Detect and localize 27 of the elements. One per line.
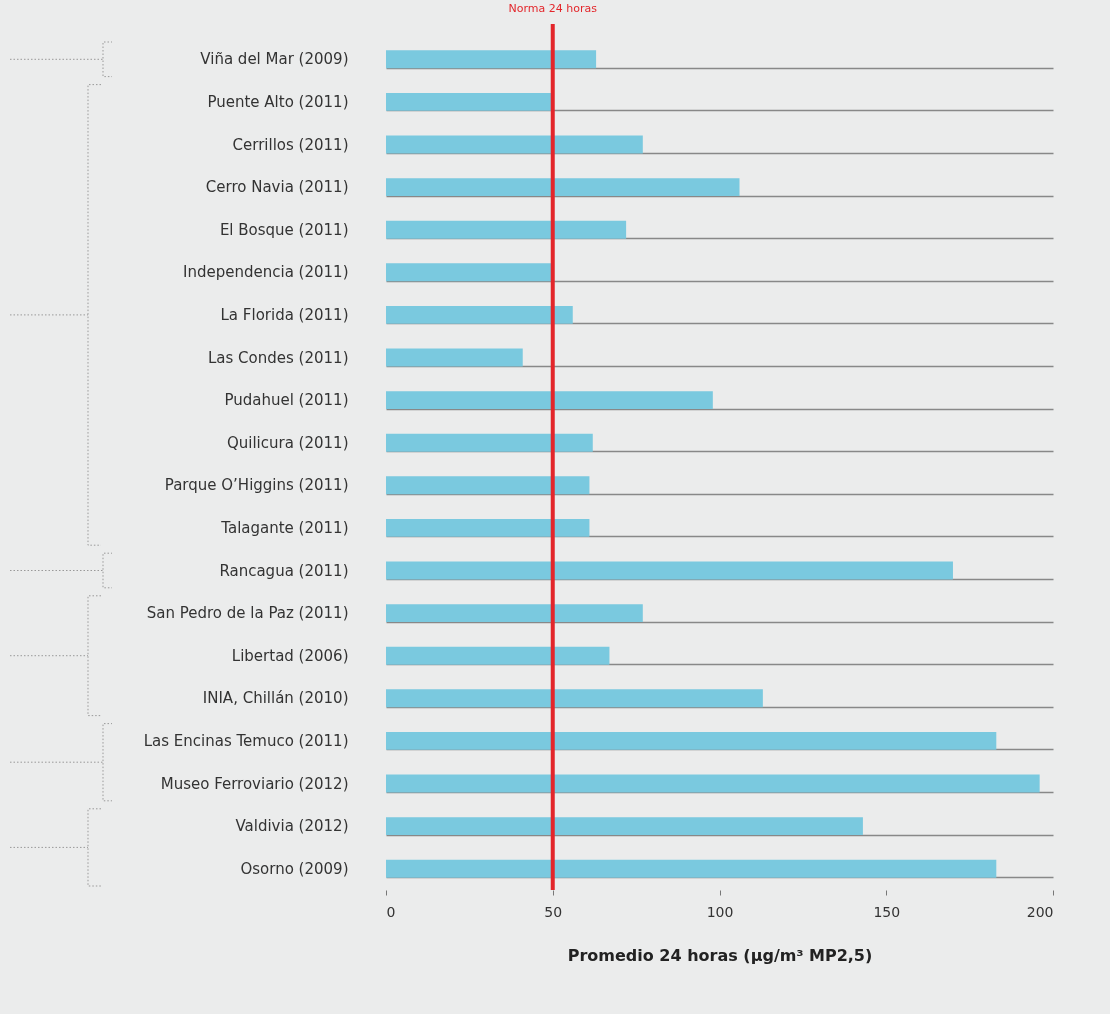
x-axis-title: Promedio 24 horas (µg/m³ MP2,5) [567, 945, 873, 965]
y-tick-label: San Pedro de la Paz (2011) [146, 604, 349, 623]
y-tick-label: Puente Alto (2011) [207, 92, 349, 111]
y-tick-label: INIA, Chillán (2010) [202, 689, 349, 708]
y-tick-label: Quilicura (2011) [226, 433, 349, 452]
y-tick-label: Rancagua (2011) [219, 561, 349, 580]
y-tick-label: Parque O’Higgins (2011) [164, 476, 349, 495]
y-tick-label: Independencia (2011) [183, 263, 349, 282]
y-tick-label: Museo Ferroviario (2012) [160, 774, 349, 793]
y-tick-label: Las Condes (2011) [207, 348, 349, 367]
y-tick-label: Pudahuel (2011) [224, 391, 349, 410]
y-tick-label: Cerro Navia (2011) [205, 178, 349, 197]
y-tick-label: Osorno (2009) [240, 859, 349, 878]
y-tick-label: Libertad (2006) [231, 646, 349, 665]
y-tick-label: Valdivia (2012) [235, 817, 349, 836]
x-tick-label: 100 [706, 903, 734, 920]
y-tick-label: Talagante (2011) [220, 518, 349, 537]
y-tick-label: Cerrillos (2011) [232, 135, 349, 154]
x-tick-label: 150 [873, 903, 901, 920]
x-tick-label: 0 [386, 903, 396, 920]
x-tick-label: 200 [1026, 903, 1054, 920]
ref-line-label: Norma 24 horas [508, 2, 598, 15]
y-tick-label: Las Encinas Temuco (2011) [143, 731, 349, 750]
y-tick-label: El Bosque (2011) [219, 220, 349, 239]
y-tick-label: La Florida (2011) [220, 305, 349, 324]
x-tick-label: 50 [544, 903, 563, 920]
y-tick-label: Viña del Mar (2009) [200, 50, 349, 69]
